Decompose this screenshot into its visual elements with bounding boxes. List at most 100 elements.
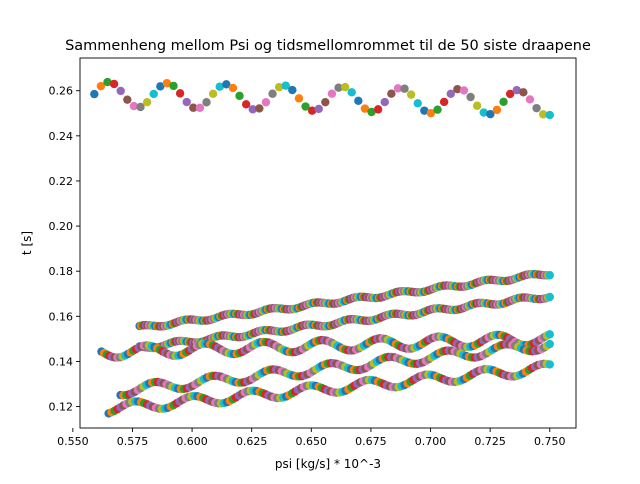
data-point <box>241 100 251 109</box>
data-point <box>281 81 290 90</box>
data-point <box>545 339 554 349</box>
data-point <box>222 80 231 89</box>
data-point <box>499 97 508 107</box>
data-point <box>248 105 257 114</box>
x-tick-label: 0.675 <box>355 435 387 448</box>
y-axis-ticks: 0.12 0.14 0.16 0.18 0.20 0.22 0.24 0.26 <box>49 85 80 414</box>
data-point <box>235 91 244 101</box>
data-points <box>90 77 554 418</box>
data-point <box>288 85 297 95</box>
data-point <box>327 89 337 98</box>
y-tick-label: 0.18 <box>49 265 74 278</box>
data-point <box>505 89 515 99</box>
data-point <box>492 105 502 115</box>
data-point <box>321 97 330 107</box>
data-point <box>545 360 554 369</box>
data-point <box>103 77 112 87</box>
x-tick-label: 0.650 <box>296 435 328 448</box>
data-point <box>116 86 125 96</box>
data-point <box>545 110 554 120</box>
data-point <box>538 110 548 119</box>
data-point <box>433 105 442 114</box>
y-tick-label: 0.14 <box>49 355 74 368</box>
x-tick-label: 0.600 <box>176 435 208 448</box>
data-point <box>182 97 191 107</box>
data-point <box>380 97 389 107</box>
data-point <box>202 98 211 107</box>
x-axis-ticks: 0.550 0.575 0.600 0.625 0.650 0.675 0.700 0.725… <box>57 428 566 448</box>
y-tick-label: 0.26 <box>49 85 74 98</box>
y-tick-label: 0.20 <box>49 220 74 233</box>
data-point <box>195 103 205 112</box>
data-point <box>512 85 521 95</box>
data-point <box>354 96 363 106</box>
data-point <box>406 90 416 99</box>
data-point <box>129 101 139 111</box>
data-point <box>367 107 376 117</box>
data-point <box>340 82 350 92</box>
data-point <box>261 98 271 107</box>
data-point <box>162 78 172 88</box>
x-tick-label: 0.750 <box>534 435 566 448</box>
data-point <box>301 102 310 111</box>
data-point <box>123 95 132 104</box>
chart-title: Sammenheng mellom Psi og tidsmellomromme… <box>65 38 591 54</box>
data-point <box>314 104 323 114</box>
data-point <box>109 79 119 89</box>
data-point <box>347 88 356 97</box>
x-tick-label: 0.575 <box>117 435 149 448</box>
y-tick-label: 0.16 <box>49 310 74 323</box>
data-point <box>255 104 264 113</box>
data-point <box>90 89 99 99</box>
data-point <box>175 89 185 98</box>
y-tick-label: 0.24 <box>49 130 74 143</box>
x-tick-label: 0.625 <box>236 435 268 448</box>
data-point <box>373 105 383 114</box>
data-point <box>459 86 469 95</box>
x-axis-label: psi [kg/s] * 10^-3 <box>275 457 381 471</box>
data-point <box>519 88 528 97</box>
data-point <box>228 83 238 93</box>
data-point <box>420 106 429 115</box>
data-point <box>532 103 541 113</box>
data-point <box>149 89 158 99</box>
x-tick-label: 0.550 <box>57 435 89 448</box>
data-point <box>413 99 422 108</box>
data-point <box>307 106 317 115</box>
data-point <box>525 95 535 104</box>
x-tick-label: 0.725 <box>474 435 506 448</box>
data-point <box>360 104 370 113</box>
data-point <box>479 108 488 117</box>
data-point <box>545 292 554 302</box>
data-point <box>96 81 106 91</box>
data-point <box>268 89 277 98</box>
data-point <box>156 82 165 91</box>
data-point <box>387 89 396 98</box>
y-tick-label: 0.22 <box>49 175 74 188</box>
data-point <box>274 82 284 92</box>
data-point <box>142 97 152 107</box>
data-point <box>400 84 409 93</box>
data-point <box>545 271 554 280</box>
data-point <box>453 85 462 94</box>
x-tick-label: 0.700 <box>415 435 447 448</box>
data-point <box>208 89 218 99</box>
data-point <box>136 102 145 112</box>
data-point <box>334 83 343 92</box>
data-point <box>486 109 495 119</box>
data-point <box>169 81 178 91</box>
data-point <box>472 101 482 110</box>
data-point <box>215 82 224 91</box>
y-axis-label: t [s] <box>20 231 34 255</box>
data-point <box>545 330 554 339</box>
data-point <box>294 94 304 103</box>
plot-frame <box>79 57 577 429</box>
data-point <box>466 92 475 102</box>
y-tick-label: 0.12 <box>49 401 74 414</box>
data-point <box>393 84 403 93</box>
data-point <box>426 108 436 118</box>
data-point <box>446 89 455 98</box>
data-point <box>189 103 198 112</box>
